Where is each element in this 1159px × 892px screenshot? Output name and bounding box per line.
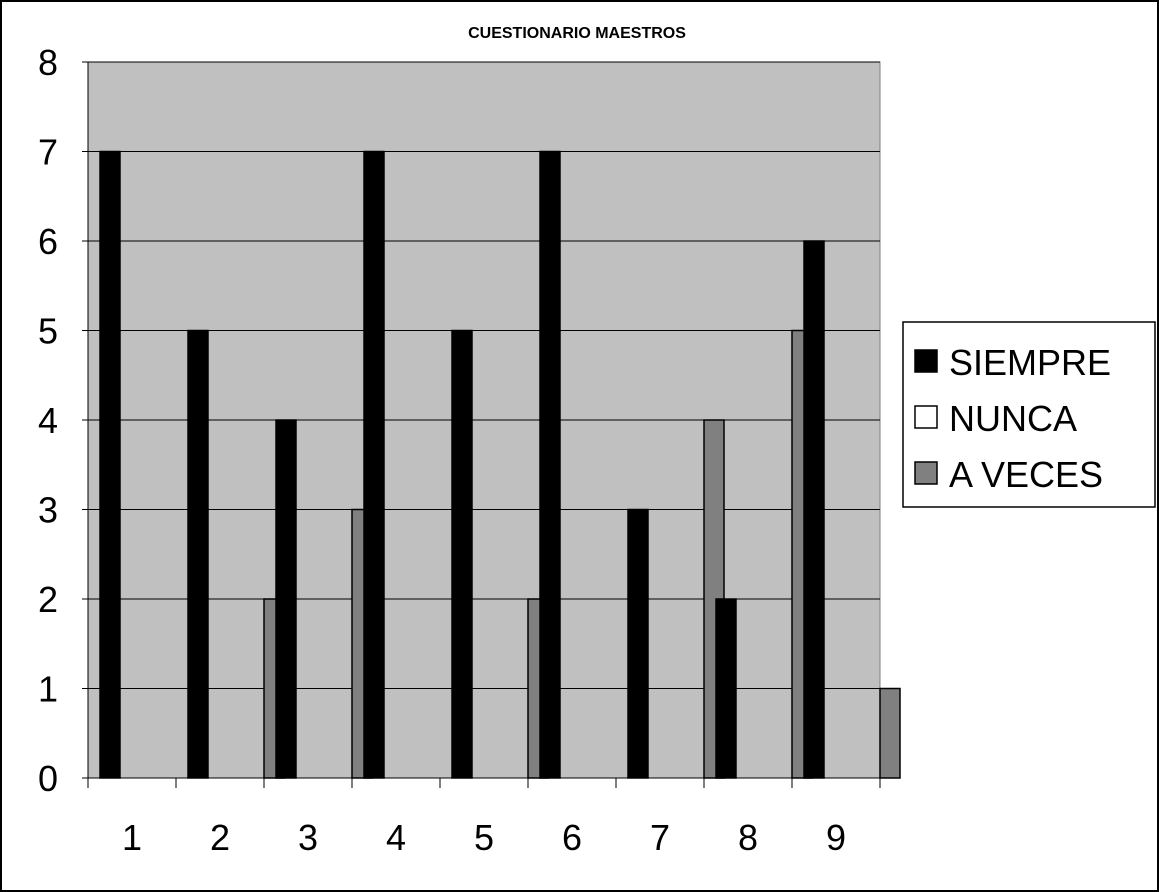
chart-title: CUESTIONARIO MAESTROS bbox=[468, 25, 686, 42]
y-tick-label: 5 bbox=[38, 311, 58, 352]
x-tick-label: 4 bbox=[386, 817, 406, 858]
legend-label: SIEMPRE bbox=[949, 342, 1111, 383]
x-tick-label: 5 bbox=[474, 817, 494, 858]
bar-siempre bbox=[715, 598, 737, 779]
bar-siempre bbox=[275, 419, 297, 779]
x-tick-label: 7 bbox=[650, 817, 670, 858]
legend-swatch bbox=[914, 461, 938, 485]
legend: SIEMPRE NUNCA A VECES bbox=[902, 321, 1156, 508]
y-tick-label: 0 bbox=[38, 758, 58, 799]
y-tick-label: 7 bbox=[38, 132, 58, 173]
plot-area: 0 1 2 3 4 5 6 7 8 1 2 3 4 5 6 7 8 9 bbox=[38, 42, 901, 858]
x-tick-label: 2 bbox=[210, 817, 230, 858]
x-tick-label: 9 bbox=[826, 817, 846, 858]
bar-siempre bbox=[539, 150, 561, 779]
y-tick-label: 8 bbox=[38, 42, 58, 83]
bar-siempre bbox=[99, 150, 121, 779]
bar-siempre bbox=[363, 150, 385, 779]
x-tick-label: 1 bbox=[122, 817, 142, 858]
legend-label: A VECES bbox=[949, 454, 1103, 495]
legend-box bbox=[902, 321, 1156, 508]
y-tick-label: 2 bbox=[38, 579, 58, 620]
bar-siempre bbox=[627, 508, 649, 779]
x-tick-label: 3 bbox=[298, 817, 318, 858]
bar-siempre bbox=[803, 240, 825, 779]
legend-label: NUNCA bbox=[949, 398, 1077, 439]
bar-a-veces bbox=[879, 687, 901, 779]
y-tick-label: 4 bbox=[38, 400, 58, 441]
y-tick-label: 3 bbox=[38, 490, 58, 531]
bar-siempre bbox=[187, 329, 209, 779]
x-tick-label: 8 bbox=[738, 817, 758, 858]
legend-swatch bbox=[914, 349, 938, 373]
y-tick-label: 6 bbox=[38, 221, 58, 262]
legend-swatch bbox=[914, 405, 938, 429]
x-tick-label: 6 bbox=[562, 817, 582, 858]
y-tick-label: 1 bbox=[38, 669, 58, 710]
bar-siempre bbox=[451, 329, 473, 779]
